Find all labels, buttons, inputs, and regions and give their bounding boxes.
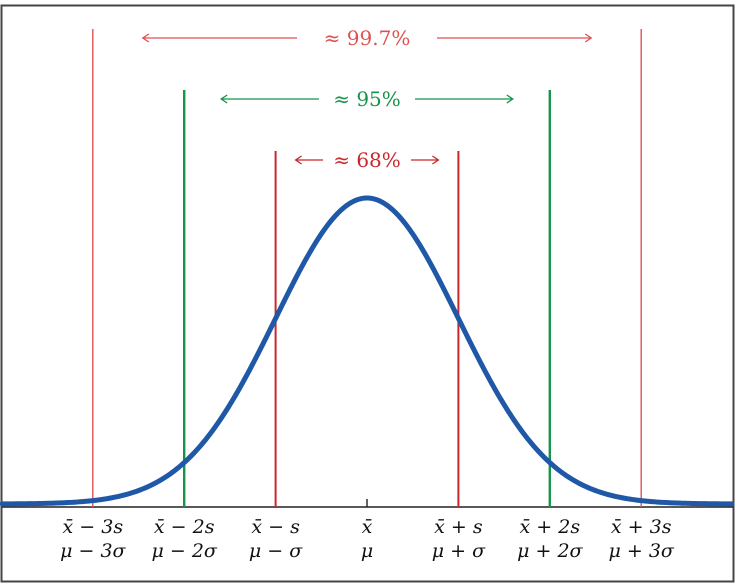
- interval-label-997: ≈ 99.7%: [324, 26, 411, 50]
- normal-curve: [0, 195, 735, 507]
- arrowhead-left-icon: [141, 33, 150, 43]
- tick-label-sample: x̄ + 3s: [611, 516, 672, 538]
- tick-label-sample: x̄ + 2s: [520, 516, 581, 538]
- arrowhead-left-icon: [220, 94, 228, 104]
- tick-label-sample: x̄ − 3s: [63, 516, 124, 538]
- tick-label-sample: x̄: [362, 516, 373, 538]
- arrowhead-left-icon: [294, 155, 302, 165]
- tick-label-population: μ + 2σ: [517, 540, 583, 562]
- tick-label-population: μ + σ: [432, 540, 486, 562]
- tick-label-population: μ − 3σ: [60, 540, 126, 562]
- tick-label-sample: x̄ − 2s: [154, 516, 215, 538]
- arrowhead-right-icon: [506, 94, 514, 104]
- arrowhead-right-icon: [584, 33, 593, 43]
- tick-label-sample: x̄ − s: [251, 516, 300, 538]
- tick-label-population: μ: [361, 540, 373, 562]
- interval-annotations: ≈ 68% ≈ 95% ≈ 99.7%: [141, 26, 593, 172]
- x-tick-labels: x̄ − 3sμ − 3σx̄ − 2sμ − 2σx̄ − sμ − σx̄μ…: [60, 516, 675, 562]
- chart-frame: [0, 4, 735, 583]
- tick-label-population: μ + 3σ: [608, 540, 674, 562]
- sigma-lines: [92, 29, 642, 507]
- tick-label-sample: x̄ + s: [434, 516, 483, 538]
- tick-label-population: μ − σ: [249, 540, 303, 562]
- arrowhead-right-icon: [432, 155, 440, 165]
- tick-label-population: μ − 2σ: [151, 540, 217, 562]
- interval-label-68: ≈ 68%: [333, 148, 401, 172]
- interval-label-95: ≈ 95%: [333, 87, 401, 111]
